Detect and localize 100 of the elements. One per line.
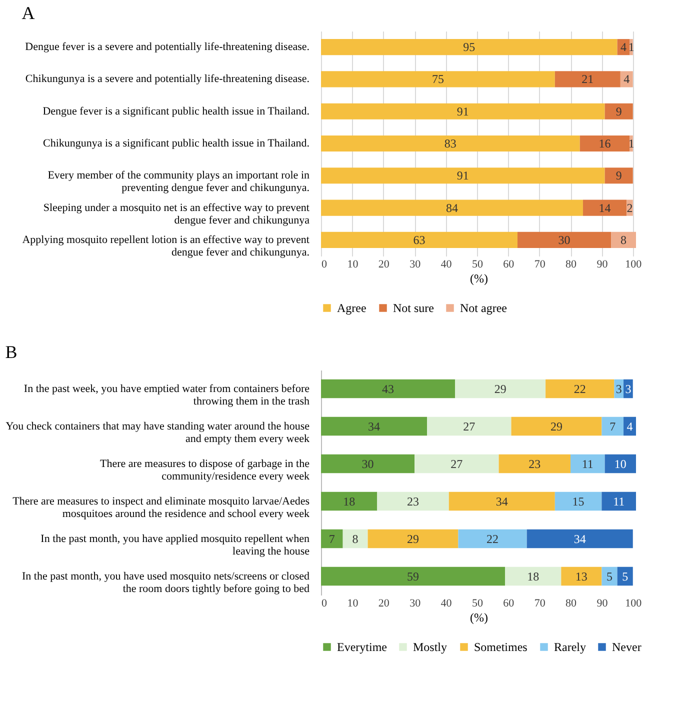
bar (321, 200, 583, 216)
legend-label: Not agree (460, 301, 507, 315)
bar (342, 529, 368, 548)
bar (582, 200, 627, 216)
legend-label: Agree (337, 301, 366, 315)
x-tick-label: 50 (472, 598, 484, 610)
x-tick-label: 10 (347, 598, 359, 610)
data-label: 5 (606, 569, 612, 584)
x-tick-label: 30 (410, 258, 422, 270)
x-tick-label: 0 (322, 598, 328, 610)
y-tick-label: Every member of the community plays an important role in preventing dengue fever and chikungunya. (48, 170, 310, 194)
y-tick-label: There are measures to dispose of garbage in the community/residence every week (100, 458, 310, 482)
data-label: 8 (620, 232, 627, 247)
data-label: 29 (494, 382, 506, 396)
bar (321, 566, 506, 586)
bar (455, 379, 546, 398)
x-tick-label: 80 (566, 258, 578, 270)
data-label: 30 (362, 456, 374, 471)
x-tick-label: 30 (410, 598, 422, 610)
data-label: 91 (456, 168, 469, 183)
bar (602, 416, 624, 436)
data-label: 27 (450, 456, 463, 471)
data-label: 10 (614, 456, 626, 471)
data-label: 34 (368, 419, 380, 434)
data-label: 1 (628, 136, 634, 150)
data-label: 34 (574, 532, 586, 546)
x-tick-label: 70 (534, 258, 546, 270)
bar (321, 71, 555, 88)
bar (570, 454, 605, 474)
data-label: 1 (628, 40, 634, 54)
x-tick-label: 50 (472, 258, 484, 270)
data-label: 9 (616, 104, 622, 118)
data-label: 9 (616, 168, 622, 183)
data-label: 16 (598, 136, 611, 150)
bar (604, 454, 636, 474)
data-label: 34 (496, 494, 508, 508)
x-tick-label: 100 (625, 258, 642, 270)
x-tick-label: 60 (503, 598, 515, 610)
bar (526, 529, 633, 548)
data-label: 4 (624, 72, 630, 86)
x-tick-label: 70 (534, 598, 546, 610)
data-label: 7 (328, 532, 335, 546)
bar (602, 492, 636, 511)
data-label: 22 (486, 532, 499, 546)
bar (458, 529, 527, 548)
bar (321, 168, 605, 184)
x-tick-label: 0 (322, 258, 328, 270)
data-label: 3 (616, 382, 622, 396)
bar (561, 566, 602, 586)
data-label: 18 (343, 494, 356, 508)
data-label: 59 (407, 569, 420, 584)
data-label: 11 (613, 494, 625, 508)
y-tick-label: There are measures to inspect and eliminate mosquito larvae/Aedes mosquitoes around the residence and school every week (12, 495, 310, 520)
bar (321, 454, 415, 474)
data-label: 8 (352, 532, 358, 546)
data-label: 4 (620, 40, 627, 54)
x-tick-label: 20 (378, 258, 390, 270)
x-tick-label: 80 (566, 598, 578, 610)
bar (321, 416, 428, 436)
legend-label: Never (612, 640, 642, 654)
x-tick-label: 20 (378, 598, 390, 610)
x-tick-label: 90 (596, 598, 608, 610)
bar (368, 529, 458, 548)
bar (617, 566, 633, 586)
bar (377, 492, 449, 511)
data-label: 63 (413, 232, 426, 247)
legend-label: Not sure (393, 301, 434, 315)
data-label: 83 (444, 136, 456, 150)
bar (321, 379, 456, 398)
data-label: 29 (550, 419, 562, 434)
x-axis-title: (%) (470, 272, 488, 286)
text: B (5, 342, 18, 362)
bar (604, 103, 633, 120)
legend-label: Everytime (337, 640, 387, 654)
bar (602, 566, 618, 586)
data-label: 14 (598, 200, 611, 215)
bar (321, 135, 580, 152)
data-label: 5 (622, 569, 628, 584)
x-tick-label: 40 (440, 598, 452, 610)
bar (498, 454, 571, 474)
x-tick-label: 100 (625, 598, 642, 610)
data-label: 11 (582, 456, 594, 471)
bar (620, 71, 633, 88)
x-tick-label: 60 (503, 258, 515, 270)
data-label: 21 (582, 72, 594, 86)
y-tick-label: In the past month, you have used mosquito nets/screens or closed the room doors tightly before going to bed (22, 570, 310, 595)
bar (505, 566, 562, 586)
y-tick-label: Dengue fever is a significant public health issue in Thailand. (42, 105, 310, 118)
y-tick-label: In the past week, you have emptied water from containers before throwing them in the trash (24, 382, 310, 408)
data-label: 27 (463, 419, 476, 434)
legend-label: Sometimes (474, 640, 528, 654)
legend-label: Rarely (554, 640, 586, 654)
y-tick-label: Sleeping under a mosquito net is an effective way to prevent dengue fever and chikungunya (43, 202, 310, 226)
data-label: 23 (528, 456, 541, 471)
bar (511, 416, 602, 436)
data-label: 18 (527, 569, 540, 584)
y-tick-label: Chikungunya is a severe and potentially life-threatening disease. (25, 73, 310, 86)
data-label: 91 (456, 104, 469, 118)
legend-label: Mostly (413, 640, 448, 654)
bar (321, 232, 518, 248)
